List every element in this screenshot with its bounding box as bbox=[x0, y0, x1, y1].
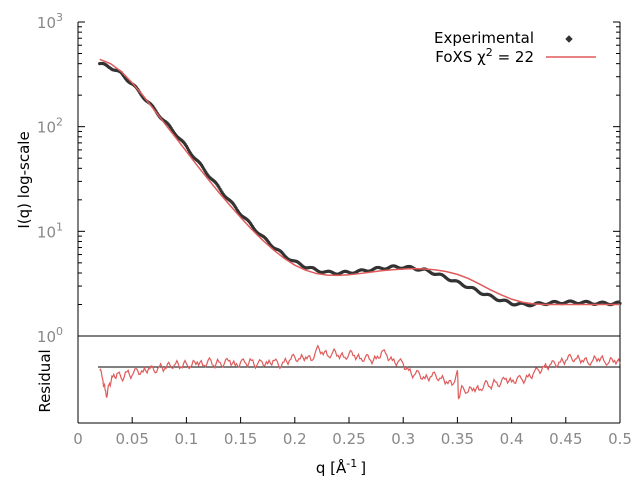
x-tick-label: 0.05 bbox=[115, 430, 148, 448]
y-tick-label: 102 bbox=[37, 116, 63, 137]
x-tick-label: 0.2 bbox=[283, 430, 307, 448]
x-tick-label: 0.45 bbox=[549, 430, 582, 448]
experimental-series bbox=[98, 61, 622, 308]
x-tick-label: 0.3 bbox=[391, 430, 415, 448]
x-axis-title-exp: -1 bbox=[346, 457, 357, 470]
x-tick-label: 0.1 bbox=[174, 430, 198, 448]
legend: Experimental FoXS χ2 = 22 bbox=[434, 29, 596, 66]
residual-panel: 0 0.05 0.1 0.15 0.2 0.25 0.3 0.35 0.4 0.45 0.5 bbox=[73, 336, 632, 448]
legend-marker-experimental bbox=[565, 35, 573, 43]
x-ticks: 0 0.05 0.1 0.15 0.2 0.25 0.3 0.35 0.4 0.45 0.5 bbox=[73, 417, 632, 448]
x-tick-label: 0.35 bbox=[441, 430, 474, 448]
legend-foxs-suffix: = 22 bbox=[493, 48, 534, 66]
legend-foxs-exp: 2 bbox=[486, 46, 493, 59]
x-axis-title: q [Å-1] bbox=[316, 457, 366, 477]
residual-line bbox=[99, 344, 621, 400]
legend-label-foxs: FoXS χ2 = 22 bbox=[435, 46, 534, 66]
x-axis-title-end: ] bbox=[360, 459, 366, 477]
x-axis-title-base: q [Å bbox=[316, 458, 347, 477]
main-panel: 100 101 102 103 bbox=[37, 11, 622, 346]
y-axis-title: I(q) log-scale bbox=[15, 131, 33, 228]
y-tick-label: 101 bbox=[37, 220, 63, 241]
x-tick-label: 0.4 bbox=[500, 430, 524, 448]
y-tick-label: 103 bbox=[37, 11, 63, 32]
residual-axis-title: Residual bbox=[36, 349, 54, 412]
x-tick-label: 0.25 bbox=[332, 430, 365, 448]
y-tick-label: 100 bbox=[37, 325, 63, 346]
y-ticks: 100 101 102 103 bbox=[37, 11, 620, 346]
x-tick-label: 0.15 bbox=[224, 430, 257, 448]
legend-label-experimental: Experimental bbox=[434, 29, 534, 47]
foxs-fit-line bbox=[99, 58, 620, 306]
legend-foxs-prefix: FoXS χ bbox=[435, 48, 486, 66]
x-tick-label: 0.5 bbox=[608, 430, 632, 448]
x-tick-label: 0 bbox=[73, 430, 83, 448]
